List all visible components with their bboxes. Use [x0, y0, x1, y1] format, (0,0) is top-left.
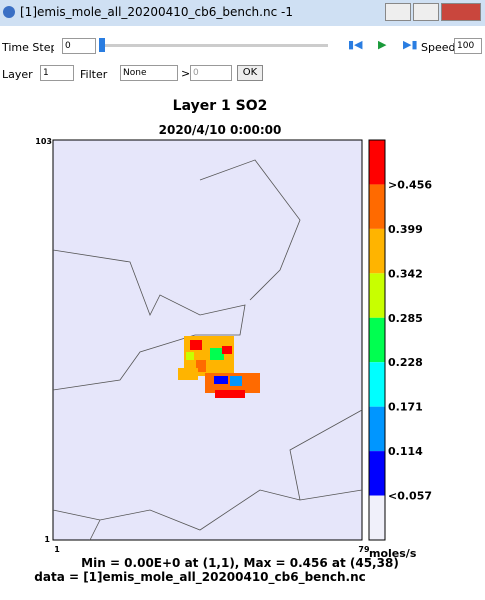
- stats-text: Min = 0.00E+0 at (1,1), Max = 0.456 at (…: [81, 556, 399, 570]
- filter-label: Filter: [80, 68, 108, 81]
- y-top-label: 103: [35, 137, 52, 146]
- colorbar-swatch: [369, 317, 385, 363]
- colorbar: >0.456 0.399 0.342 0.285 0.228 0.171 0.114 <0.0…: [368, 139, 432, 541]
- colorbar-label: 0.285: [388, 312, 423, 325]
- colorbar-label: >0.456: [388, 178, 432, 191]
- plot-title: Layer 1 SO2: [173, 98, 268, 114]
- units-label: moles/s: [369, 547, 417, 560]
- colorbar-frame: [368, 139, 386, 541]
- last-button[interactable]: ▶▮: [403, 38, 418, 51]
- speed-label: Speed: [421, 41, 454, 54]
- colorbar-label: 0.228: [388, 356, 423, 369]
- plot-subtitle: 2020/4/10 0:00:00: [159, 123, 282, 137]
- plot: Layer 1 SO2 2020/4/10 0:00:00 103 1 1 79…: [34, 98, 432, 585]
- colorbar-swatch: [369, 184, 385, 229]
- colorbar-swatch: [369, 228, 385, 274]
- time-slider[interactable]: [100, 44, 328, 47]
- layer-input[interactable]: 1: [40, 65, 74, 81]
- colorbar-swatch: [369, 495, 385, 540]
- colorbar-swatch: [369, 451, 385, 496]
- ok-button[interactable]: OK: [237, 65, 263, 81]
- colorbar-swatch: [369, 362, 385, 407]
- colorbar-label: <0.057: [388, 490, 432, 503]
- colorbar-label: 0.114: [388, 445, 423, 458]
- colorbar-swatch: [369, 140, 385, 185]
- first-button[interactable]: ▮◀: [348, 38, 363, 51]
- time-step-label: Time Step: [2, 41, 54, 54]
- colorbar-label: 0.399: [388, 223, 423, 236]
- maximize-button[interactable]: [413, 3, 439, 21]
- minimize-button[interactable]: [385, 3, 411, 21]
- close-button[interactable]: [441, 3, 481, 21]
- filter-select[interactable]: None: [120, 65, 178, 81]
- filter-threshold[interactable]: 0: [190, 65, 232, 81]
- app-icon: [3, 6, 15, 18]
- emission-cells: [178, 336, 260, 398]
- x-left-label: 1: [54, 545, 60, 554]
- colorbar-label: 0.342: [388, 267, 423, 280]
- y-bottom-label: 1: [44, 535, 50, 544]
- source-text: data = [1]emis_mole_all_20200410_cb6_ben…: [34, 570, 365, 585]
- speed-input[interactable]: 100: [454, 38, 482, 54]
- colorbar-swatch: [369, 406, 385, 452]
- play-button[interactable]: ▶: [378, 38, 387, 51]
- title-bar: [1]emis_mole_all_20200410_cb6_bench.nc -…: [0, 0, 485, 26]
- colorbar-swatch: [369, 273, 385, 318]
- x-right-label: 79: [358, 545, 370, 554]
- window-title: [1]emis_mole_all_20200410_cb6_bench.nc -…: [20, 5, 293, 19]
- map-outline: [52, 159, 363, 541]
- filter-op: >: [181, 67, 191, 80]
- slider-thumb[interactable]: [99, 38, 105, 52]
- time-step-input[interactable]: 0: [62, 38, 96, 54]
- layer-label: Layer: [2, 68, 33, 81]
- colorbar-label: 0.171: [388, 401, 423, 414]
